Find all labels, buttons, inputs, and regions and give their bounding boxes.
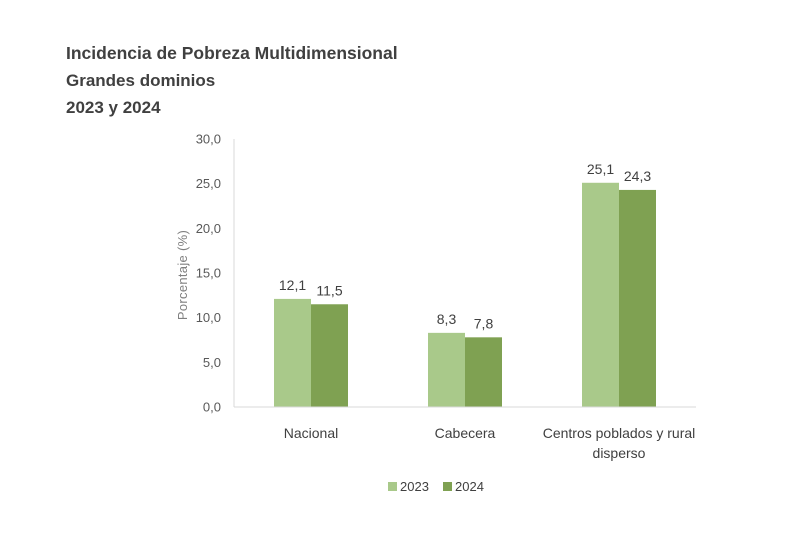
x-tick-label: Centros poblados y rural — [543, 425, 696, 441]
y-tick-label: 20,0 — [196, 221, 221, 236]
data-label: 25,1 — [587, 161, 614, 177]
data-label: 24,3 — [624, 168, 651, 184]
x-tick-label: Nacional — [284, 425, 338, 441]
bar — [311, 304, 348, 407]
data-label: 8,3 — [437, 311, 457, 327]
y-axis: 0,0 5,0 10,0 15,0 20,0 25,0 30,0 Porcentaje (%) — [175, 132, 235, 415]
y-tick-label: 25,0 — [196, 176, 221, 191]
data-label: 12,1 — [279, 277, 306, 293]
y-tick-label: 15,0 — [196, 266, 221, 281]
bar — [582, 182, 619, 407]
x-tick-label: Cabecera — [435, 425, 496, 441]
bar — [428, 332, 465, 407]
data-label: 11,5 — [316, 282, 342, 298]
y-tick-label: 10,0 — [196, 310, 221, 325]
legend: 2023 2024 — [388, 479, 484, 494]
bar — [619, 189, 656, 407]
legend-label: 2024 — [455, 479, 484, 494]
y-tick-label: 0,0 — [203, 400, 221, 415]
legend-label: 2023 — [400, 479, 429, 494]
legend-swatch — [388, 482, 397, 491]
chart-title-line-1: Incidencia de Pobreza Multidimensional — [66, 43, 398, 63]
chart-title-line-2: Grandes dominios — [66, 71, 216, 90]
bar — [274, 298, 311, 407]
chart-title: Incidencia de Pobreza Multidimensional G… — [66, 40, 398, 121]
y-tick-label: 30,0 — [196, 132, 221, 147]
y-tick-label: 5,0 — [203, 355, 221, 370]
chart-title-line-3: 2023 y 2024 — [66, 98, 161, 117]
x-tick-label: disperso — [593, 445, 646, 461]
bar — [465, 337, 502, 407]
bars: 12,1 11,5 8,3 7,8 25,1 24,3 — [274, 161, 656, 407]
y-axis-title: Porcentaje (%) — [175, 230, 190, 320]
data-label: 7,8 — [474, 315, 494, 331]
x-axis: Nacional Cabecera Centros poblados y rural… — [234, 406, 696, 461]
legend-swatch — [443, 482, 452, 491]
